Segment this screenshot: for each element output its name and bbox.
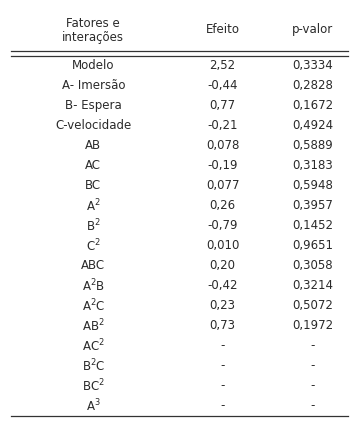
Text: -: -	[310, 379, 314, 392]
Text: ABC: ABC	[81, 259, 106, 272]
Text: -0,44: -0,44	[208, 79, 238, 92]
Text: -: -	[220, 339, 225, 352]
Text: BC: BC	[85, 179, 101, 192]
Text: C$^{2}$: C$^{2}$	[86, 237, 101, 254]
Text: 0,2828: 0,2828	[292, 79, 333, 92]
Text: -0,79: -0,79	[208, 219, 238, 232]
Text: 0,77: 0,77	[210, 99, 236, 112]
Text: -0,21: -0,21	[208, 120, 238, 132]
Text: A$^{2}$B: A$^{2}$B	[82, 277, 105, 294]
Text: 0,5889: 0,5889	[292, 139, 333, 152]
Text: 0,5072: 0,5072	[292, 299, 333, 312]
Text: C-velocidade: C-velocidade	[55, 120, 131, 132]
Text: 0,3334: 0,3334	[292, 59, 333, 73]
Text: B$^{2}$: B$^{2}$	[86, 218, 101, 234]
Text: -: -	[310, 339, 314, 352]
Text: 0,5948: 0,5948	[292, 179, 333, 192]
Text: 0,1452: 0,1452	[292, 219, 333, 232]
Text: Modelo: Modelo	[72, 59, 115, 73]
Text: Fatores e: Fatores e	[66, 17, 120, 30]
Text: A$^{2}$C: A$^{2}$C	[82, 297, 105, 314]
Text: 2,52: 2,52	[210, 59, 236, 73]
Text: -: -	[220, 399, 225, 412]
Text: -: -	[220, 359, 225, 372]
Text: Efeito: Efeito	[206, 23, 239, 36]
Text: 0,1972: 0,1972	[292, 319, 333, 332]
Text: 0,078: 0,078	[206, 139, 239, 152]
Text: -: -	[310, 399, 314, 412]
Text: 0,3957: 0,3957	[292, 199, 333, 212]
Text: -0,19: -0,19	[208, 159, 238, 172]
Text: 0,4924: 0,4924	[292, 120, 333, 132]
Text: 0,077: 0,077	[206, 179, 239, 192]
Text: AB$^{2}$: AB$^{2}$	[82, 317, 105, 334]
Text: p-valor: p-valor	[292, 23, 333, 36]
Text: 0,20: 0,20	[210, 259, 236, 272]
Text: 0,010: 0,010	[206, 239, 239, 252]
Text: AB: AB	[85, 139, 101, 152]
Text: 0,26: 0,26	[210, 199, 236, 212]
Text: 0,73: 0,73	[210, 319, 236, 332]
Text: -: -	[220, 379, 225, 392]
Text: A- Imersão: A- Imersão	[62, 79, 125, 92]
Text: A$^{3}$: A$^{3}$	[86, 397, 101, 414]
Text: A$^{2}$: A$^{2}$	[86, 198, 101, 214]
Text: 0,9651: 0,9651	[292, 239, 333, 252]
Text: 0,1672: 0,1672	[292, 99, 333, 112]
Text: 0,3058: 0,3058	[292, 259, 333, 272]
Text: 0,3214: 0,3214	[292, 279, 333, 292]
Text: B- Espera: B- Espera	[65, 99, 122, 112]
Text: -0,42: -0,42	[208, 279, 238, 292]
Text: B$^{2}$C: B$^{2}$C	[82, 357, 105, 374]
Text: BC$^{2}$: BC$^{2}$	[82, 377, 105, 394]
Text: AC: AC	[85, 159, 101, 172]
Text: interações: interações	[62, 31, 124, 44]
Text: AC$^{2}$: AC$^{2}$	[82, 338, 105, 354]
Text: 0,3183: 0,3183	[292, 159, 333, 172]
Text: 0,23: 0,23	[210, 299, 236, 312]
Text: -: -	[310, 359, 314, 372]
